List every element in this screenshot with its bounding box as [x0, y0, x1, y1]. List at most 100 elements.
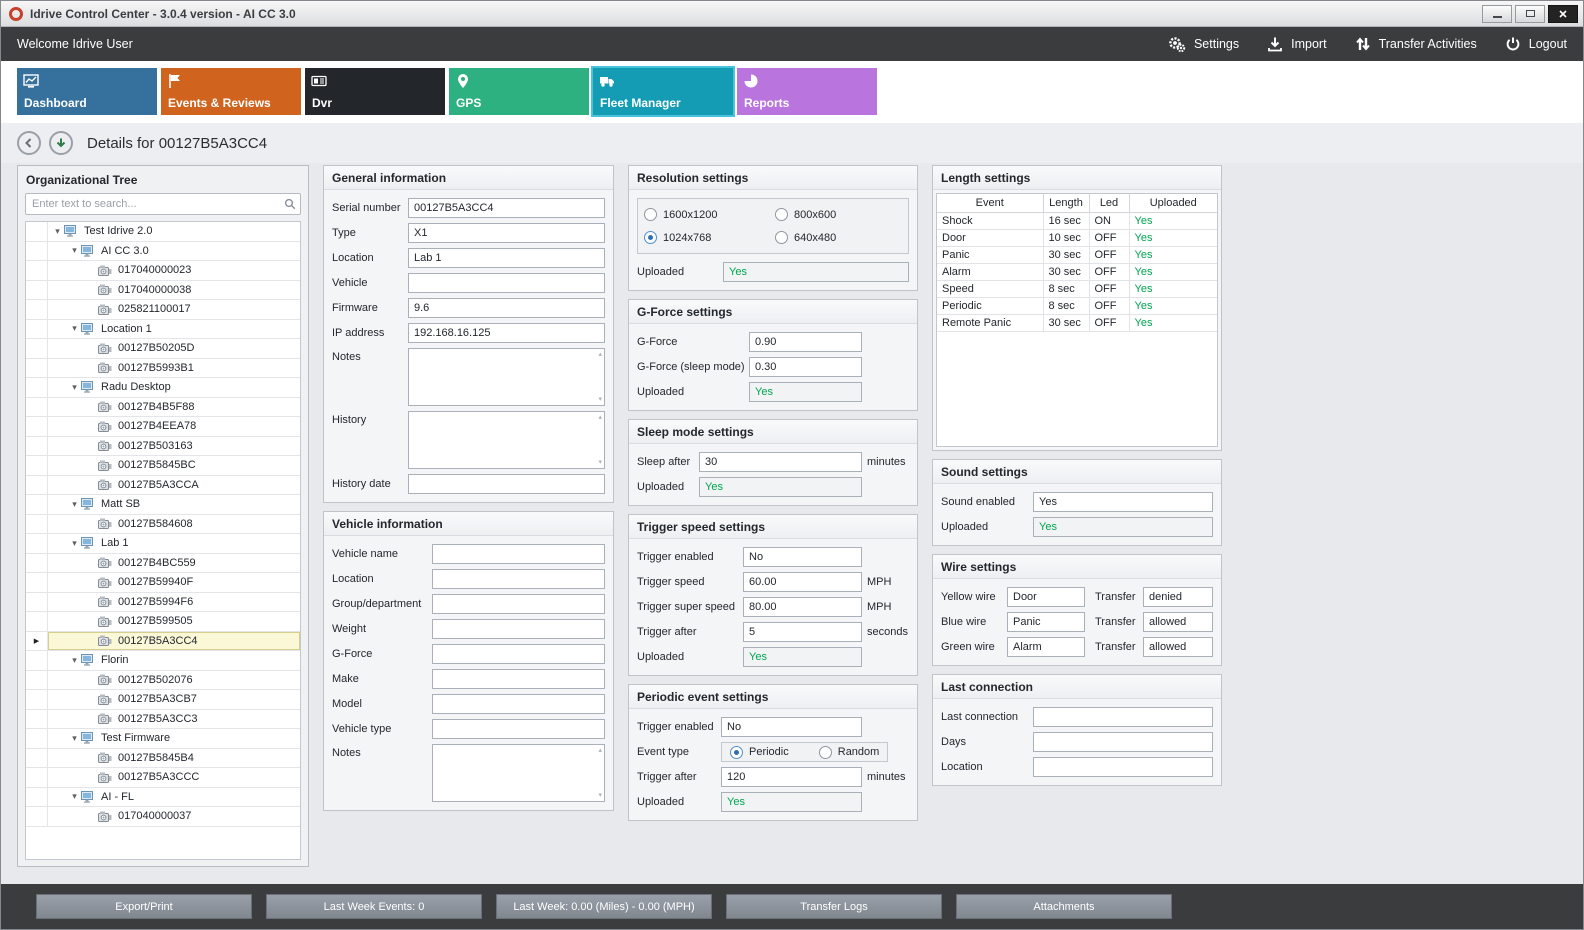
- uploaded-input[interactable]: [1033, 517, 1213, 537]
- minimize-button[interactable]: [1482, 4, 1512, 23]
- model-input[interactable]: [432, 694, 605, 714]
- length-col-header[interactable]: Uploaded: [1128, 194, 1217, 213]
- notes-input[interactable]: [408, 348, 605, 406]
- expand-arrow-icon[interactable]: ▾: [72, 732, 77, 743]
- import-button[interactable]: Import: [1267, 36, 1327, 52]
- g-force-sleep-mode-input[interactable]: [749, 357, 862, 377]
- expand-arrow-icon[interactable]: ▾: [72, 498, 77, 509]
- length-row[interactable]: Speed 8 sec OFF Yes: [937, 280, 1217, 298]
- length-row[interactable]: Shock 16 sec ON Yes: [937, 212, 1217, 230]
- transfer-activities-button[interactable]: Transfer Activities: [1355, 36, 1477, 52]
- group-department-input[interactable]: [432, 594, 605, 614]
- tree-group-row[interactable]: ▾ AI CC 3.0: [26, 241, 300, 261]
- uploaded-input[interactable]: [723, 262, 909, 282]
- trigger-after-input[interactable]: [721, 767, 862, 787]
- firmware-input[interactable]: [408, 298, 605, 318]
- tree-device-row[interactable]: 00127B5994F6: [26, 592, 300, 612]
- transfer-logs-button[interactable]: Transfer Logs: [726, 894, 942, 919]
- radio-periodic[interactable]: Periodic: [730, 745, 789, 759]
- tree-group-row[interactable]: ▾ Location 1: [26, 319, 300, 339]
- tree-device-row[interactable]: 00127B502076: [26, 670, 300, 690]
- back-button[interactable]: [17, 131, 41, 155]
- wire-transfer-input[interactable]: [1143, 637, 1213, 657]
- radio-1024x768[interactable]: 1024x768: [644, 231, 771, 244]
- tree-device-row[interactable]: 017040000037: [26, 807, 300, 827]
- tree-group-row[interactable]: ▾ Test Firmware: [26, 729, 300, 749]
- wire-event-input[interactable]: [1007, 612, 1085, 632]
- scroll-up-icon[interactable]: ▴: [598, 414, 602, 421]
- download-details-button[interactable]: [49, 131, 73, 155]
- tree-device-row[interactable]: 00127B5845B4: [26, 748, 300, 768]
- logout-button[interactable]: Logout: [1505, 36, 1567, 52]
- export-print-button[interactable]: Export/Print: [36, 894, 252, 919]
- tree-device-row[interactable]: 00127B4BC559: [26, 553, 300, 573]
- length-col-header[interactable]: Length: [1042, 194, 1090, 213]
- scroll-up-icon[interactable]: ▴: [598, 747, 602, 754]
- settings-button[interactable]: Settings: [1168, 35, 1239, 53]
- expand-arrow-icon[interactable]: ▾: [72, 381, 77, 392]
- g-force-input[interactable]: [749, 332, 862, 352]
- location-input[interactable]: [408, 248, 605, 268]
- ip-address-input[interactable]: [408, 323, 605, 343]
- radio-icon[interactable]: [730, 745, 743, 759]
- scroll-down-icon[interactable]: ▾: [598, 792, 602, 799]
- length-row[interactable]: Periodic 8 sec OFF Yes: [937, 297, 1217, 315]
- tree-device-row[interactable]: 00127B4B5F88: [26, 397, 300, 417]
- radio-640x480[interactable]: 640x480: [775, 231, 902, 244]
- tree-group-row[interactable]: ▾ AI - FL: [26, 787, 300, 807]
- radio-random[interactable]: Random: [818, 745, 879, 759]
- length-row[interactable]: Panic 30 sec OFF Yes: [937, 246, 1217, 264]
- uploaded-input[interactable]: [699, 477, 862, 497]
- tree-device-row[interactable]: 017040000038: [26, 280, 300, 300]
- scroll-down-icon[interactable]: ▾: [598, 396, 602, 403]
- location-input[interactable]: [432, 569, 605, 589]
- expand-arrow-icon[interactable]: ▾: [72, 791, 77, 802]
- tree-device-row[interactable]: 00127B5A3CCC: [26, 768, 300, 788]
- expand-arrow-icon[interactable]: ▾: [72, 245, 77, 256]
- tree-device-row[interactable]: 00127B5845BC: [26, 456, 300, 476]
- location-input[interactable]: [1033, 757, 1213, 777]
- uploaded-input[interactable]: [743, 647, 862, 667]
- tree-device-row[interactable]: 00127B5A3CCA: [26, 475, 300, 495]
- trigger-enabled-input[interactable]: [743, 547, 862, 567]
- tree-device-row[interactable]: 017040000023: [26, 261, 300, 281]
- scroll-down-icon[interactable]: ▾: [598, 459, 602, 466]
- length-row[interactable]: Door 10 sec OFF Yes: [937, 229, 1217, 247]
- serial-number-input[interactable]: [408, 198, 605, 218]
- make-input[interactable]: [432, 669, 605, 689]
- sleep-after-input[interactable]: [699, 452, 862, 472]
- wire-transfer-input[interactable]: [1143, 587, 1213, 607]
- trigger-after-input[interactable]: [743, 622, 862, 642]
- tree-device-row[interactable]: ▶ 00127B5A3CC4: [26, 631, 300, 651]
- vehicle-input[interactable]: [408, 273, 605, 293]
- tree-device-row[interactable]: 00127B59940F: [26, 573, 300, 593]
- maximize-button[interactable]: [1515, 4, 1545, 23]
- last-connection-input[interactable]: [1033, 707, 1213, 727]
- length-col-header[interactable]: Event: [937, 194, 1044, 213]
- wire-transfer-input[interactable]: [1143, 612, 1213, 632]
- expand-arrow-icon[interactable]: ▾: [72, 323, 77, 334]
- length-col-header[interactable]: Led: [1088, 194, 1130, 213]
- expand-arrow-icon[interactable]: ▾: [72, 654, 77, 665]
- tree-group-row[interactable]: ▾ Lab 1: [26, 534, 300, 554]
- attachments-button[interactable]: Attachments: [956, 894, 1172, 919]
- uploaded-input[interactable]: [721, 792, 862, 812]
- trigger-enabled-input[interactable]: [721, 717, 862, 737]
- tree-group-row[interactable]: ▾ Radu Desktop: [26, 378, 300, 398]
- history-input[interactable]: [408, 411, 605, 469]
- radio-icon[interactable]: [818, 745, 832, 759]
- search-input[interactable]: [25, 193, 301, 215]
- tree-device-row[interactable]: 00127B584608: [26, 514, 300, 534]
- last-week-events-button[interactable]: Last Week Events: 0: [266, 894, 482, 919]
- weight-input[interactable]: [432, 619, 605, 639]
- expand-arrow-icon[interactable]: ▾: [72, 537, 77, 548]
- tree-group-row[interactable]: ▾ Florin: [26, 651, 300, 671]
- radio-icon[interactable]: [775, 208, 788, 221]
- tab-gps[interactable]: GPS: [449, 68, 589, 115]
- radio-icon[interactable]: [644, 208, 657, 221]
- g-force-input[interactable]: [432, 644, 605, 664]
- tab-reports[interactable]: Reports: [737, 68, 877, 115]
- sound-enabled-input[interactable]: [1033, 492, 1213, 512]
- history-date-input[interactable]: [408, 474, 605, 494]
- vehicle-type-input[interactable]: [432, 719, 605, 739]
